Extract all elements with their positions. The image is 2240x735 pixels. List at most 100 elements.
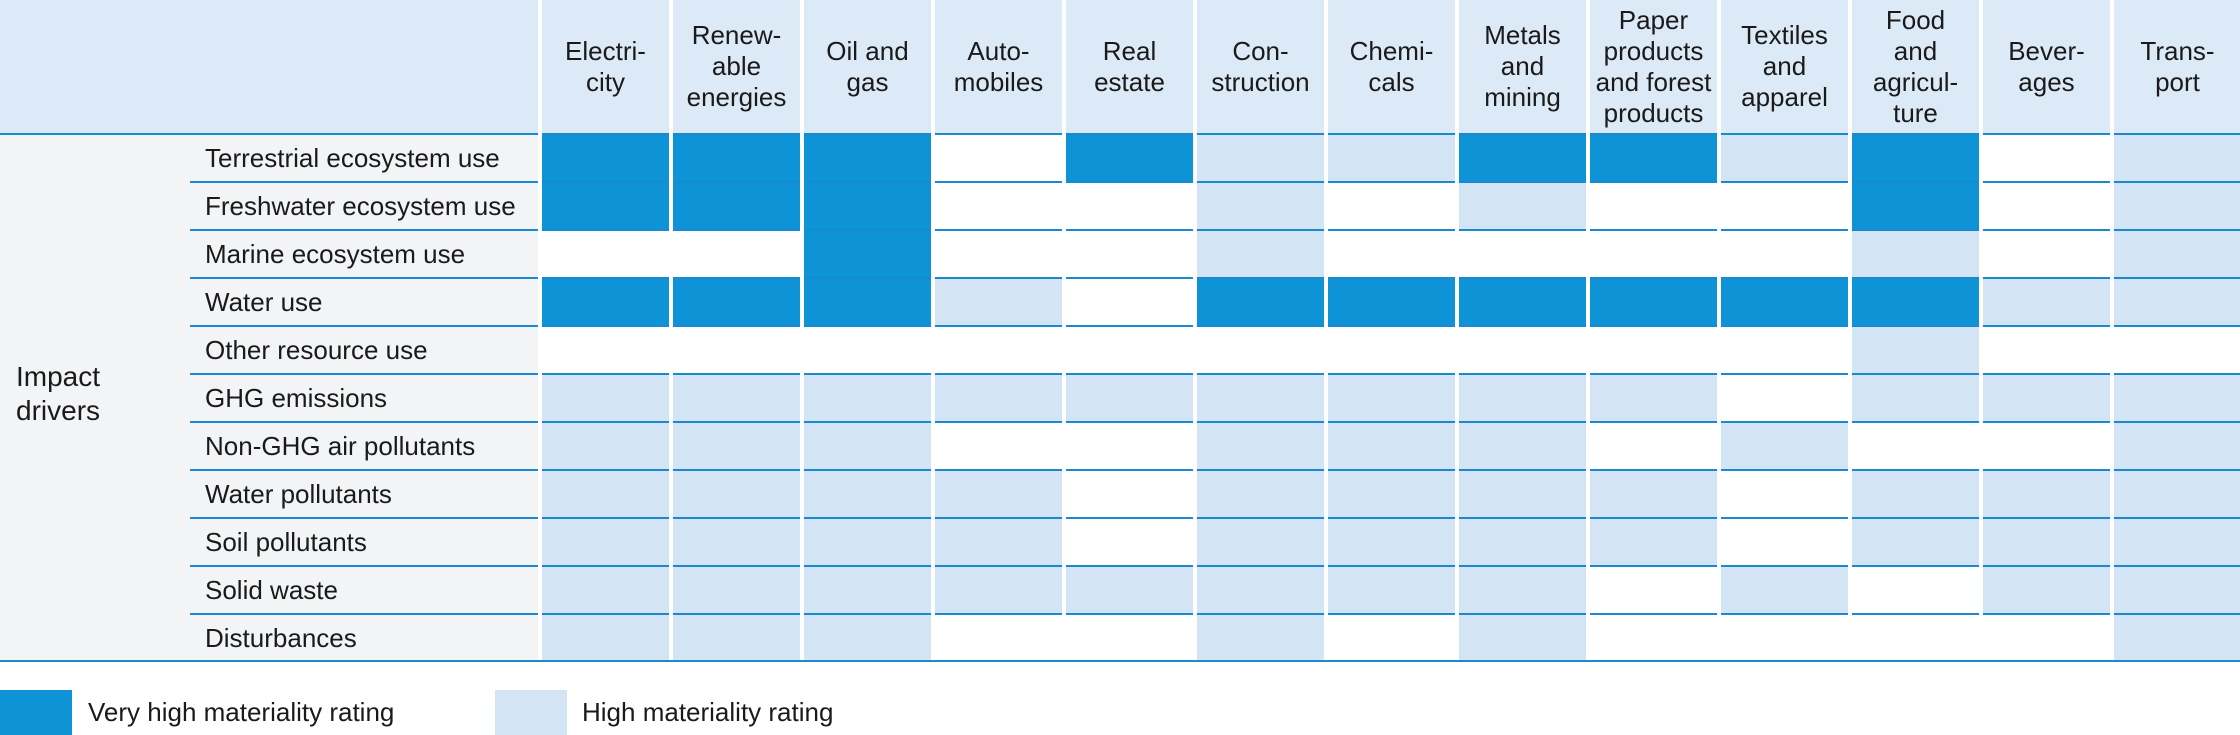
column-header: Auto- mobiles [953,35,1044,97]
row-label-background [190,231,538,277]
materiality-cell [1064,471,1195,517]
materiality-cell [1064,375,1195,421]
column-separator [1717,0,1721,662]
materiality-cell [933,279,1064,325]
materiality-cell [1850,231,1981,277]
materiality-cell [671,615,802,661]
column-header: Bever- ages [2008,35,2085,97]
materiality-cell [1457,135,1588,181]
column-header: Paper products and forest products [1595,4,1712,128]
materiality-cell [1981,471,2112,517]
materiality-cell [2112,375,2240,421]
materiality-cell [671,327,802,373]
materiality-cell [1588,327,1719,373]
materiality-cell [1588,519,1719,565]
row-label-background [190,375,538,421]
materiality-cell [2112,183,2240,229]
materiality-cell [1195,375,1326,421]
materiality-cell [933,471,1064,517]
materiality-cell [1588,183,1719,229]
row-label-background [190,519,538,565]
materiality-cell [671,471,802,517]
materiality-cell [1981,519,2112,565]
materiality-cell [933,615,1064,661]
materiality-cell [540,279,671,325]
legend-label-very-high: Very high materiality rating [88,697,395,727]
materiality-cell [671,375,802,421]
materiality-cell [540,519,671,565]
materiality-cell [1326,519,1457,565]
materiality-cell [1850,135,1981,181]
materiality-cell [1326,567,1457,613]
materiality-cell [540,615,671,661]
materiality-cell [1719,375,1850,421]
row-label: GHG emissions [205,383,388,413]
materiality-cell [1064,567,1195,613]
materiality-cell [540,231,671,277]
column-separator [2110,0,2114,662]
row-divider [190,373,2240,375]
materiality-cell [540,423,671,469]
column-header: Electri- city [565,35,646,97]
materiality-cell [1719,471,1850,517]
materiality-cell [1326,471,1457,517]
materiality-cell [933,231,1064,277]
row-label: Solid waste [205,575,338,605]
materiality-cell [2112,471,2240,517]
materiality-cell [1326,183,1457,229]
column-separator [1062,0,1066,662]
column-header-band [0,0,2240,133]
materiality-cell [671,183,802,229]
column-header: Real estate [1094,35,1165,97]
column-separator [538,0,542,662]
materiality-cell [1326,615,1457,661]
materiality-cell [1981,423,2112,469]
materiality-cell [1850,183,1981,229]
materiality-cell [2112,519,2240,565]
row-divider [190,421,2240,423]
materiality-cell [671,423,802,469]
materiality-cell [1326,279,1457,325]
materiality-cell [1588,231,1719,277]
materiality-cell [1981,231,2112,277]
materiality-cell [540,471,671,517]
row-label: Other resource use [205,335,428,365]
materiality-cell [1195,567,1326,613]
column-header: Textiles and apparel [1741,20,1828,112]
materiality-cell [540,567,671,613]
materiality-cell [1457,375,1588,421]
row-label: Disturbances [205,623,357,653]
column-header: Con- struction [1211,35,1310,97]
row-label-background [190,471,538,517]
materiality-cell [1981,183,2112,229]
materiality-cell [1195,135,1326,181]
materiality-cell [540,375,671,421]
materiality-cell [802,615,933,661]
materiality-cell [933,519,1064,565]
table-bottom-rule [0,660,2240,662]
materiality-cell [802,279,933,325]
materiality-cell [933,567,1064,613]
materiality-cell [802,327,933,373]
materiality-cell [1064,615,1195,661]
legend-swatch-high [495,690,567,735]
materiality-cell [1588,567,1719,613]
materiality-cell [802,135,933,181]
row-label-background [190,567,538,613]
materiality-cell [933,327,1064,373]
materiality-cell [802,519,933,565]
legend-swatch-very-high [0,690,72,735]
materiality-cell [802,375,933,421]
materiality-cell [1195,327,1326,373]
row-divider [190,181,2240,183]
column-separator [1455,0,1459,662]
materiality-cell [1457,231,1588,277]
materiality-cell [1588,375,1719,421]
materiality-cell [1064,327,1195,373]
column-header: Oil and gas [826,35,909,97]
row-divider [190,517,2240,519]
materiality-cell [1850,615,1981,661]
materiality-cell [1850,423,1981,469]
materiality-cell [1457,519,1588,565]
materiality-cell [1064,231,1195,277]
